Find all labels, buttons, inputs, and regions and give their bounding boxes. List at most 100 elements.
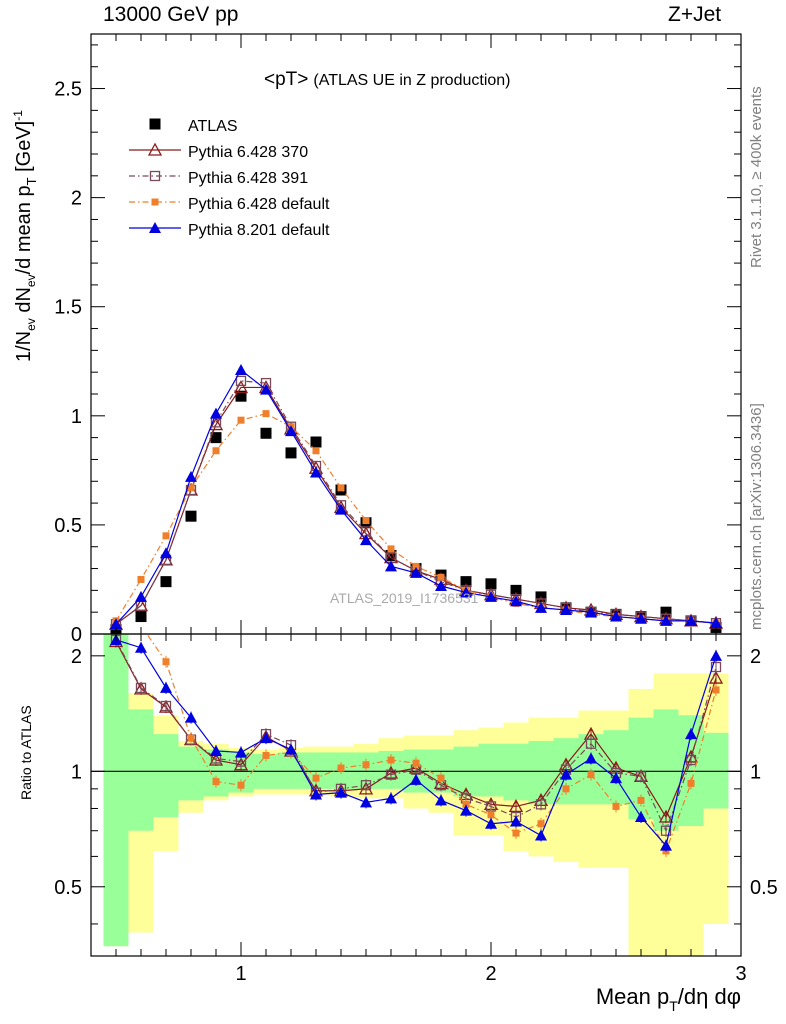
main-data-point xyxy=(160,547,172,559)
ratio-data-point xyxy=(658,809,674,823)
ratio-data-point xyxy=(385,792,397,804)
main-data-point xyxy=(212,447,220,455)
main-data-point xyxy=(535,601,547,613)
main-data-point xyxy=(185,510,197,522)
ratio-data-point xyxy=(362,761,370,769)
x-axis-label: Mean pT/dη dφ xyxy=(596,984,741,1014)
main-data-point xyxy=(360,534,372,546)
main-series-group xyxy=(108,364,724,634)
ratio-data-point xyxy=(208,752,224,766)
main-data-point xyxy=(135,611,147,623)
uncertainty-band-stat xyxy=(178,746,204,801)
analysis-watermark: ATLAS_2019_I1736531 xyxy=(330,590,479,606)
ratio-y-tick-label-right: 0.5 xyxy=(750,877,778,899)
ratio-data-point xyxy=(460,804,472,816)
ratio-data-point xyxy=(337,764,345,772)
mcplots-credit-label: mcplots.cern.ch [arXiv:1306.3436] xyxy=(748,403,765,630)
main-data-point xyxy=(285,425,297,437)
main-data-point xyxy=(435,580,447,591)
main-data-point xyxy=(110,618,122,630)
main-data-point xyxy=(460,576,472,588)
ratio-data-point xyxy=(660,825,672,836)
main-data-point xyxy=(337,484,345,492)
main-data-point xyxy=(660,614,672,626)
main-data-point xyxy=(262,410,270,418)
main-data-point xyxy=(210,407,222,419)
main-data-point xyxy=(412,562,420,570)
ratio-data-point xyxy=(262,751,270,759)
ratio-data-point xyxy=(585,752,597,764)
ratio-data-point xyxy=(160,681,172,693)
ratio-data-point xyxy=(285,743,297,755)
x-tick-label: 2 xyxy=(485,963,496,985)
main-data-point xyxy=(210,432,222,444)
main-data-point xyxy=(635,612,647,624)
uncertainty-band-stat xyxy=(278,752,304,789)
ratio-data-point xyxy=(187,734,195,742)
ratio-data-point xyxy=(412,759,420,767)
ratio-data-point xyxy=(358,781,374,795)
ratio-data-point xyxy=(158,699,174,713)
ratio-data-point xyxy=(660,839,672,851)
ratio-data-point xyxy=(487,811,495,819)
main-data-point xyxy=(585,606,597,618)
uncertainty-band-stat xyxy=(703,732,729,809)
ratio-data-point xyxy=(135,682,147,694)
ratio-data-point xyxy=(437,774,445,782)
ratio-data-point xyxy=(687,779,695,787)
ratio-data-point xyxy=(233,757,249,771)
main-data-point xyxy=(310,466,322,478)
main-data-point xyxy=(437,573,445,581)
ratio-data-point xyxy=(712,686,720,694)
ratio-y-tick-label-right: 1 xyxy=(750,761,761,783)
main-data-point xyxy=(335,503,347,515)
ratio-data-point xyxy=(535,799,547,810)
ratio-data-point xyxy=(335,786,347,798)
ratio-data-point xyxy=(512,829,520,837)
main-data-point xyxy=(362,517,370,525)
main-data-point xyxy=(387,545,395,553)
main-data-point xyxy=(237,416,245,424)
main-data-point xyxy=(260,427,272,439)
main-data-point xyxy=(610,610,622,622)
legend-label-0: ATLAS xyxy=(188,118,238,135)
main-data-point xyxy=(485,590,497,602)
ratio-y-axis-label: Ratio to ATLAS xyxy=(18,705,34,800)
ratio-y-tick-label-left: 1 xyxy=(71,761,82,783)
ratio-bands xyxy=(103,634,729,956)
main-data-point xyxy=(235,364,247,375)
legend-label-1: Pythia 6.428 370 xyxy=(188,144,308,161)
main-data-point xyxy=(460,586,472,598)
uncertainty-band-stat xyxy=(503,743,529,801)
main-series-line-1 xyxy=(115,386,717,625)
ratio-series-group xyxy=(108,609,724,857)
x-tick-label: 3 xyxy=(735,963,746,985)
ratio-data-point xyxy=(637,796,645,804)
main-data-point xyxy=(162,532,170,540)
main-y-tick-label: 1.5 xyxy=(54,297,82,319)
ratio-data-point xyxy=(612,802,620,810)
ratio-data-point xyxy=(260,732,272,744)
ratio-data-point xyxy=(360,780,372,791)
main-data-point xyxy=(160,576,172,588)
main-data-point xyxy=(310,436,322,448)
main-y-axis-label: 1/Nev dNev/d mean pT [GeV]-1 xyxy=(11,110,39,362)
rivet-version-label: Rivet 3.1.10, ≥ 400k events xyxy=(748,86,765,268)
plot-title: <pT> (ATLAS UE in Z production) xyxy=(264,69,511,91)
ratio-data-point xyxy=(212,778,220,786)
main-data-point xyxy=(510,595,522,607)
main-data-point xyxy=(137,575,145,583)
main-y-tick-label: 0.5 xyxy=(54,515,82,537)
ratio-data-point xyxy=(485,817,497,829)
main-y-tick-label: 1 xyxy=(71,406,82,428)
uncertainty-band-stat xyxy=(103,634,129,947)
uncertainty-band-stat xyxy=(478,743,504,797)
ratio-data-point xyxy=(462,800,470,808)
main-series-line-2 xyxy=(115,380,717,625)
legend-marker-0 xyxy=(149,118,161,130)
legend-marker-4 xyxy=(149,222,161,233)
main-data-point xyxy=(135,590,147,602)
ratio-data-point xyxy=(113,609,120,616)
main-data-point xyxy=(685,614,697,626)
ratio-data-point xyxy=(535,829,547,841)
